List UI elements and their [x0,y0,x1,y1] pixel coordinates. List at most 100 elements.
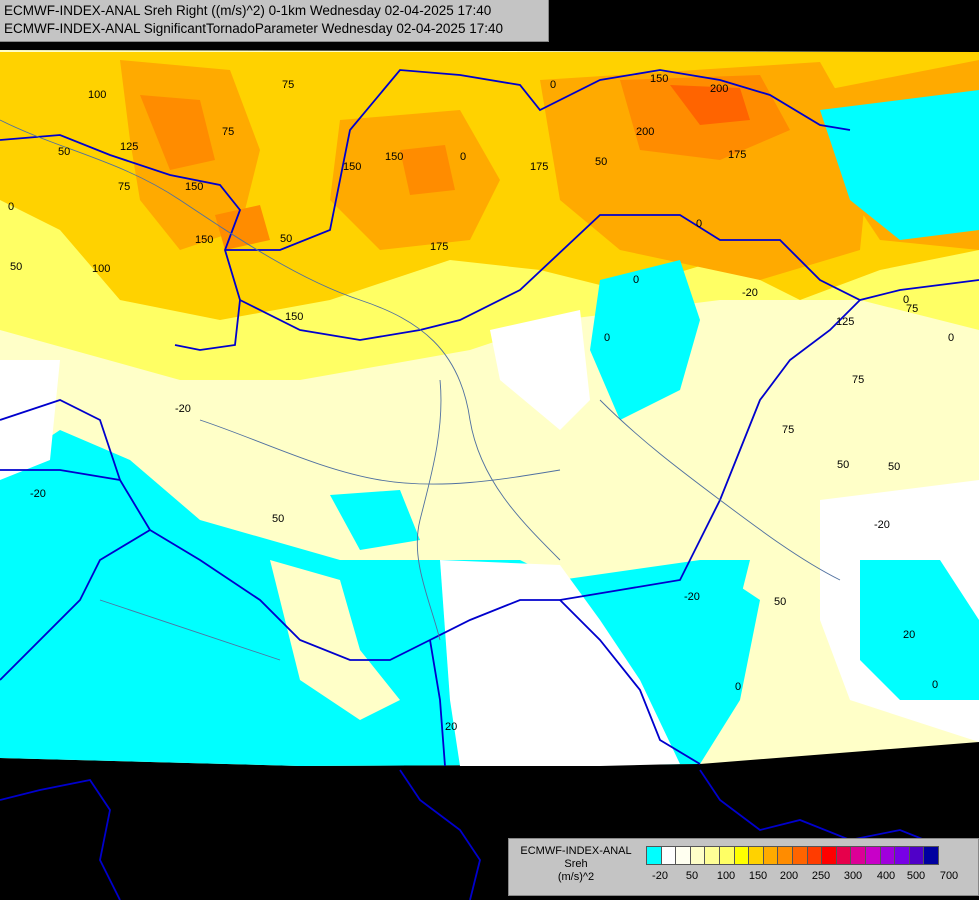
legend-swatch [777,846,793,865]
sreh-field [0,50,979,766]
border-north [225,69,851,251]
legend-tick-label: -20 [652,870,668,882]
border-low-1 [0,778,121,900]
river-5 [99,599,281,661]
field-low-carpathian [590,260,700,420]
field-peak-west [140,95,215,170]
legend-swatch [806,846,823,865]
contour-label: 50 [10,261,22,273]
contour-label: 50 [58,146,70,158]
contour-label: 175 [728,149,746,161]
contour-label: 20 [903,629,915,641]
legend-swatch [748,846,764,865]
border-southwest [0,469,121,481]
contour-label: 75 [852,374,864,386]
contour-label: 200 [710,83,728,95]
contour-label: 100 [88,89,106,101]
contour-label: -20 [175,403,191,415]
legend-title: ECMWF-INDEX-ANAL Sreh (m/s)^2 [509,845,643,884]
contour-label: 0 [903,294,909,306]
contour-label: 175 [530,161,548,173]
contour-label: 175 [430,241,448,253]
field-neutral-west [0,360,60,480]
field-moderate-balkan [270,560,400,720]
contour-label: 150 [185,181,203,193]
border-west [0,134,242,351]
contour-label: 200 [636,126,654,138]
river-4 [599,399,841,581]
legend-swatch [718,846,735,865]
legend-swatch [660,846,677,865]
legend-swatch [835,846,852,865]
contour-label: 75 [118,181,130,193]
legend-title-line2: Sreh [564,858,588,870]
legend-swatch [762,846,779,865]
river-2 [416,379,442,641]
legend-tick-label: 100 [716,870,736,882]
contour-label: -20 [742,287,758,299]
contour-label: 0 [948,332,954,344]
legend-tick-label: 300 [843,870,863,882]
country-borders [0,69,979,900]
rivers [0,119,841,661]
contour-label: 0 [633,274,639,286]
contour-label: 0 [550,79,556,91]
border-balkan-1 [429,639,446,767]
field-very-high-north [540,62,870,280]
legend-swatch [704,846,720,865]
contour-label: 0 [604,332,610,344]
field-low-east [820,90,979,240]
legend-title-line1: ECMWF-INDEX-ANAL [520,845,632,857]
contour-label: 50 [837,459,849,471]
field-peak-center [400,145,455,195]
river-3 [199,419,561,485]
contour-label: 50 [272,513,284,525]
legend-ticks: -20 50 100 150 200 250 300 400 500 700 [646,870,976,886]
contour-label: 0 [460,151,466,163]
contour-label: 50 [774,596,786,608]
legend-swatch [646,846,662,865]
field-low-southeast [860,560,979,700]
legend-tick-label: 700 [939,870,959,882]
contour-label: 150 [285,311,303,323]
border-balkan-2 [559,599,701,765]
title-stp: ECMWF-INDEX-ANAL SignificantTornadoParam… [4,21,503,36]
contour-label: 150 [650,73,668,85]
legend-swatch [864,846,881,865]
legend-title-line3: (m/s)^2 [557,871,595,883]
contour-label: 150 [343,161,361,173]
legend-swatch [908,846,925,865]
contour-label: -20 [30,488,46,500]
legend-tick-label: 250 [811,870,831,882]
legend-swatch [850,846,866,865]
contour-label: -20 [684,591,700,603]
legend-swatch [879,846,896,865]
contour-label: 125 [836,316,854,328]
contour-label: 75 [222,126,234,138]
title-sreh: ECMWF-INDEX-ANAL Sreh Right ((m/s)^2) 0-… [4,3,492,18]
contour-label: 100 [92,263,110,275]
contour-label: 50 [595,156,607,168]
contour-label: 150 [385,151,403,163]
legend-swatch [791,846,808,865]
legend-swatch [923,846,939,865]
border-south [0,299,861,661]
legend-tick-label: 50 [685,870,699,882]
legend: ECMWF-INDEX-ANAL Sreh (m/s)^2 -20 50 100 15… [508,838,979,896]
contour-label: 20 [445,721,457,733]
legend-tick-label: 500 [906,870,926,882]
field-low-patch [700,560,750,610]
border-adriatic [0,529,151,681]
title-box: ECMWF-INDEX-ANAL Sreh Right ((m/s)^2) 0-… [0,0,549,42]
border-carpathian [239,214,979,341]
legend-tick-label: 200 [779,870,799,882]
legend-tick-label: 150 [748,870,768,882]
contour-label: -20 [874,519,890,531]
contour-label: 125 [120,141,138,153]
legend-swatch [894,846,910,865]
contour-label: 75 [906,303,918,315]
contour-label: 0 [696,218,702,230]
contour-label: 75 [282,79,294,91]
